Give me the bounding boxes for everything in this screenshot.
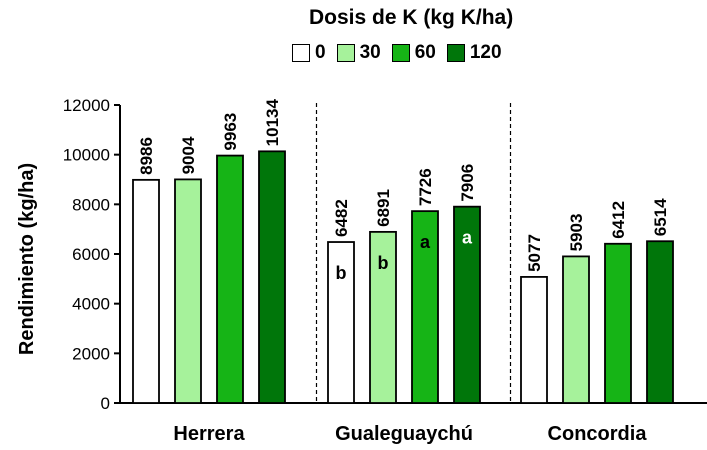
- data-label: 10134: [263, 99, 282, 147]
- bar-herrera-0: [132, 178, 160, 404]
- data-label: 6891: [374, 189, 393, 227]
- y-tick-label: 12000: [63, 96, 110, 115]
- data-label: 9963: [221, 113, 240, 151]
- data-label: 6412: [609, 201, 628, 239]
- legend: 0 30 60 120: [292, 43, 513, 63]
- bar-concordia-60: [604, 242, 632, 404]
- significance-letter: a: [420, 232, 431, 252]
- legend-swatch-0: [292, 44, 310, 62]
- legend-item-30: 30: [336, 42, 381, 63]
- data-label: 9004: [179, 136, 198, 174]
- bar-herrera-30: [174, 178, 202, 404]
- bar-herrera-120: [258, 150, 286, 404]
- bar-concordia-0: [520, 276, 548, 404]
- bar-gualeguaych--60: [411, 210, 439, 404]
- data-label: 5077: [525, 234, 544, 272]
- legend-item-0: 0: [292, 43, 326, 63]
- y-tick-label: 6000: [72, 245, 110, 264]
- legend-swatch-60: [391, 44, 410, 62]
- y-tick-label: 10000: [63, 146, 110, 165]
- bar-gualeguaych--120: [453, 205, 481, 404]
- data-label: 6514: [651, 198, 670, 236]
- data-label: 6482: [332, 199, 351, 237]
- y-tick-label: 2000: [72, 344, 110, 363]
- x-tick-label: Herrera: [173, 423, 245, 445]
- legend-label-30: 30: [359, 42, 381, 63]
- y-tick-label: 4000: [72, 295, 110, 314]
- bar-herrera-60: [216, 154, 244, 404]
- data-label: 8986: [137, 137, 156, 175]
- data-label: 7906: [458, 164, 477, 202]
- y-axis-title: Rendimiento (kg/ha): [16, 163, 38, 355]
- bar-concordia-120: [646, 240, 674, 404]
- significance-letter: b: [378, 253, 389, 273]
- x-tick-label: Concordia: [548, 423, 648, 445]
- bar-gualeguaych--30: [369, 230, 397, 404]
- legend-swatch-120: [446, 44, 465, 62]
- legend-label-120: 120: [469, 42, 502, 63]
- y-tick-label: 0: [101, 394, 110, 413]
- legend-swatch-30: [336, 44, 355, 62]
- legend-title: Dosis de K (kg K/ha): [309, 6, 514, 29]
- data-label: 5903: [567, 214, 586, 252]
- data-label: 7726: [416, 168, 435, 206]
- significance-letter: b: [336, 263, 347, 283]
- x-tick-label: Gualeguaychú: [335, 423, 473, 445]
- y-tick-label: 8000: [72, 195, 110, 214]
- significance-letter: a: [462, 228, 473, 248]
- bar-concordia-30: [562, 255, 590, 404]
- bar-gualeguaych--0: [327, 241, 355, 404]
- legend-item-120: 120: [446, 42, 502, 63]
- legend-label-60: 60: [414, 42, 436, 63]
- legend-label-0: 0: [315, 42, 326, 63]
- legend-item-60: 60: [391, 42, 436, 63]
